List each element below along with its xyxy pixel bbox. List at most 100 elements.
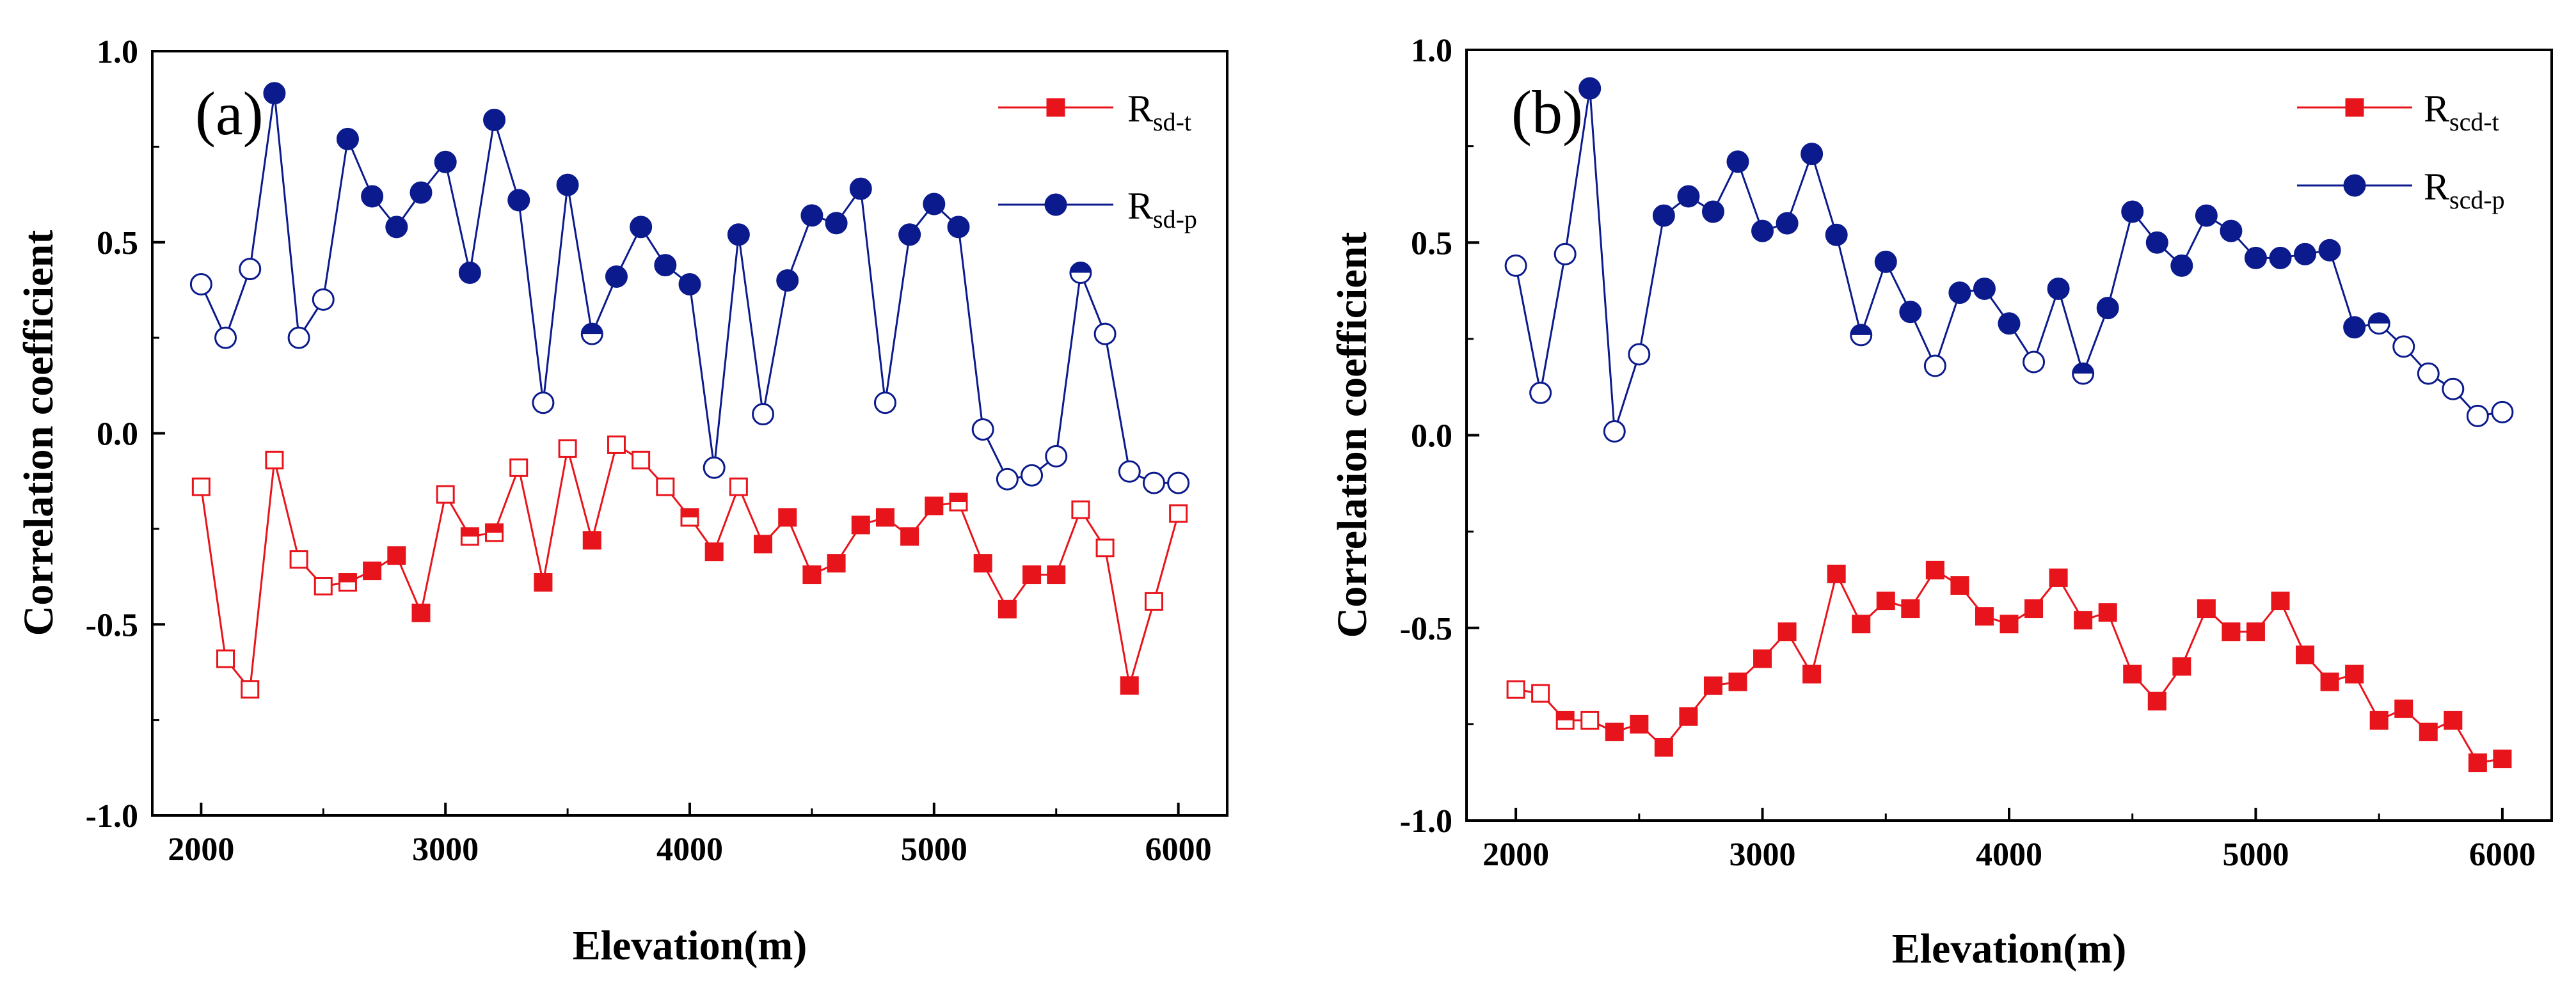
data-point-sd-t-4200-outline <box>729 477 748 496</box>
data-point-scd-t-5300-outline <box>2320 672 2339 691</box>
data-point-sd-p-4100-outline <box>703 456 726 479</box>
data-point-scd-t-3800-fill <box>1951 577 1968 594</box>
data-point-sd-p-3900-fill <box>655 255 676 276</box>
data-point-scd-p-5200-fill <box>2294 244 2316 265</box>
data-point-scd-t-5700-fill <box>2420 723 2437 741</box>
data-point-scd-p-3400-outline <box>1850 324 1873 347</box>
data-point-sd-p-4500-outline <box>800 204 823 227</box>
data-point-scd-p-6000-outline <box>2491 400 2514 423</box>
data-point-scd-p-4900-fill <box>2220 221 2241 242</box>
data-point-scd-t-4100-outline <box>2024 599 2044 618</box>
data-point-sd-p-3100-outline <box>458 262 481 285</box>
data-point-sd-p-3000-outline <box>434 150 457 173</box>
data-point-sd-p-3700 <box>605 265 628 288</box>
data-point-scd-p-2400 <box>1603 420 1626 443</box>
data-point-scd-p-4300-outline <box>2072 362 2095 385</box>
data-point-scd-p-2300 <box>1578 77 1602 100</box>
data-point-scd-t-2100-bg <box>1532 685 1549 702</box>
data-point-sd-t-4000-half-fill <box>681 508 698 517</box>
data-point-sd-p-4100 <box>703 456 726 479</box>
data-point-scd-t-3400-outline <box>1852 615 1871 634</box>
y-tick-label-b-0: -1.0 <box>1400 803 1452 840</box>
data-point-sd-t-5300 <box>998 599 1017 618</box>
data-point-sd-t-2800-fill <box>388 547 405 564</box>
data-point-scd-t-4800 <box>2197 599 2216 618</box>
panel-b: 2000 3000 4000 5000 6000 -1.0 -0.5 0.0 0.5 1.0 (b… <box>1329 33 2553 972</box>
data-point-sd-p-4200-outline <box>727 223 750 246</box>
data-point-sd-p-2200 <box>239 258 262 281</box>
data-point-sd-p-2100 <box>214 326 237 349</box>
data-point-scd-t-2200-half-fill <box>1557 712 1574 721</box>
data-point-sd-t-5400 <box>1022 565 1042 585</box>
data-point-scd-p-2900 <box>1726 150 1749 173</box>
data-point-scd-t-2500 <box>1630 714 1649 734</box>
data-point-sd-t-2800 <box>387 546 406 565</box>
data-point-scd-t-5600 <box>2394 699 2413 718</box>
data-point-sd-t-2700 <box>363 562 382 581</box>
data-point-sd-t-3800-outline <box>632 450 651 469</box>
data-point-scd-t-2900-fill <box>1729 673 1746 691</box>
data-point-sd-p-5100 <box>947 216 970 239</box>
data-point-sd-t-5900-bg <box>1145 593 1163 610</box>
data-point-scd-p-4400-outline <box>2096 297 2119 320</box>
data-point-sd-p-5300-outline <box>996 468 1019 491</box>
data-point-sd-p-2700-fill <box>362 186 383 207</box>
data-point-scd-t-2200-outline <box>1555 711 1575 730</box>
data-point-scd-t-2700-outline <box>1679 707 1698 726</box>
data-point-sd-p-2600-outline <box>336 127 359 150</box>
data-point-scd-t-4800-outline <box>2197 599 2216 618</box>
data-point-scd-t-2600-fill <box>1655 739 1673 756</box>
data-point-sd-p-5900-outline <box>1142 471 1165 494</box>
data-point-sd-p-2800-outline <box>385 216 408 239</box>
data-point-sd-p-2100-outline <box>214 326 237 349</box>
data-point-sd-t-2100-bg <box>217 650 234 668</box>
data-point-scd-p-2600-outline <box>1652 204 1675 227</box>
data-point-scd-p-2800 <box>1701 200 1724 223</box>
data-point-sd-t-3200-half-fill <box>486 524 503 533</box>
data-point-sd-t-4100-outline <box>704 542 724 562</box>
data-point-sd-p-2500-bg <box>313 289 334 310</box>
data-point-sd-t-2200-outline <box>241 680 260 699</box>
data-point-sd-p-5200-outline <box>971 418 994 441</box>
legend-b: Rscd-t Rscd-p <box>2297 88 2505 214</box>
data-point-scd-p-3300-outline <box>1825 223 1848 246</box>
data-point-scd-p-2200-outline <box>1554 242 1577 265</box>
data-point-scd-p-3300 <box>1825 223 1848 246</box>
x-tick-label-b-3: 5000 <box>2222 837 2289 873</box>
data-point-sd-t-4800 <box>875 508 894 527</box>
data-point-scd-p-3900 <box>1973 278 1996 301</box>
x-tick-label-b-4: 6000 <box>2469 837 2536 873</box>
data-point-sd-p-4900-fill <box>899 224 920 245</box>
data-point-sd-t-4600 <box>827 554 846 573</box>
data-point-scd-t-4500-outline <box>2123 665 2142 684</box>
data-point-scd-p-5600-bg <box>2393 336 2414 357</box>
data-point-sd-p-4300 <box>752 403 775 426</box>
data-point-scd-p-2900-outline <box>1726 150 1749 173</box>
legend-subscript: sd-p <box>1153 205 1197 233</box>
data-point-sd-p-2200-bg <box>239 258 260 279</box>
data-point-scd-p-2400-bg <box>1604 421 1625 442</box>
data-point-scd-p-3100 <box>1776 212 1799 235</box>
data-point-scd-t-4700-outline <box>2172 657 2191 676</box>
data-point-sd-p-5800-outline <box>1118 460 1141 483</box>
data-point-scd-t-3900 <box>1975 607 1994 626</box>
data-point-sd-p-5400 <box>1021 464 1044 487</box>
data-point-sd-t-4100 <box>704 542 724 562</box>
data-point-scd-p-4200-fill <box>2048 278 2069 299</box>
data-point-sd-t-3600-fill <box>584 531 601 549</box>
y-tick-label-a-0: -1.0 <box>86 798 138 835</box>
data-point-scd-p-3900-outline <box>1973 278 1996 301</box>
data-point-sd-p-2800 <box>385 216 408 239</box>
data-point-scd-t-5300 <box>2320 672 2339 691</box>
legend-subscript: scd-t <box>2449 107 2499 136</box>
data-point-scd-t-4500 <box>2123 665 2142 684</box>
data-point-scd-t-2300-outline <box>1580 711 1600 730</box>
data-point-sd-p-5500-bg <box>1046 446 1067 467</box>
data-point-sd-p-2900-outline <box>409 181 433 204</box>
legend-marker-sd-t <box>1046 98 1065 117</box>
data-point-scd-t-2000-bg <box>1507 681 1525 698</box>
data-point-scd-p-2200-bg <box>1555 244 1576 265</box>
data-point-sd-p-3600-outline <box>580 322 603 345</box>
data-point-sd-t-3400-fill <box>534 574 552 591</box>
data-point-sd-t-5700-outline <box>1095 539 1115 558</box>
